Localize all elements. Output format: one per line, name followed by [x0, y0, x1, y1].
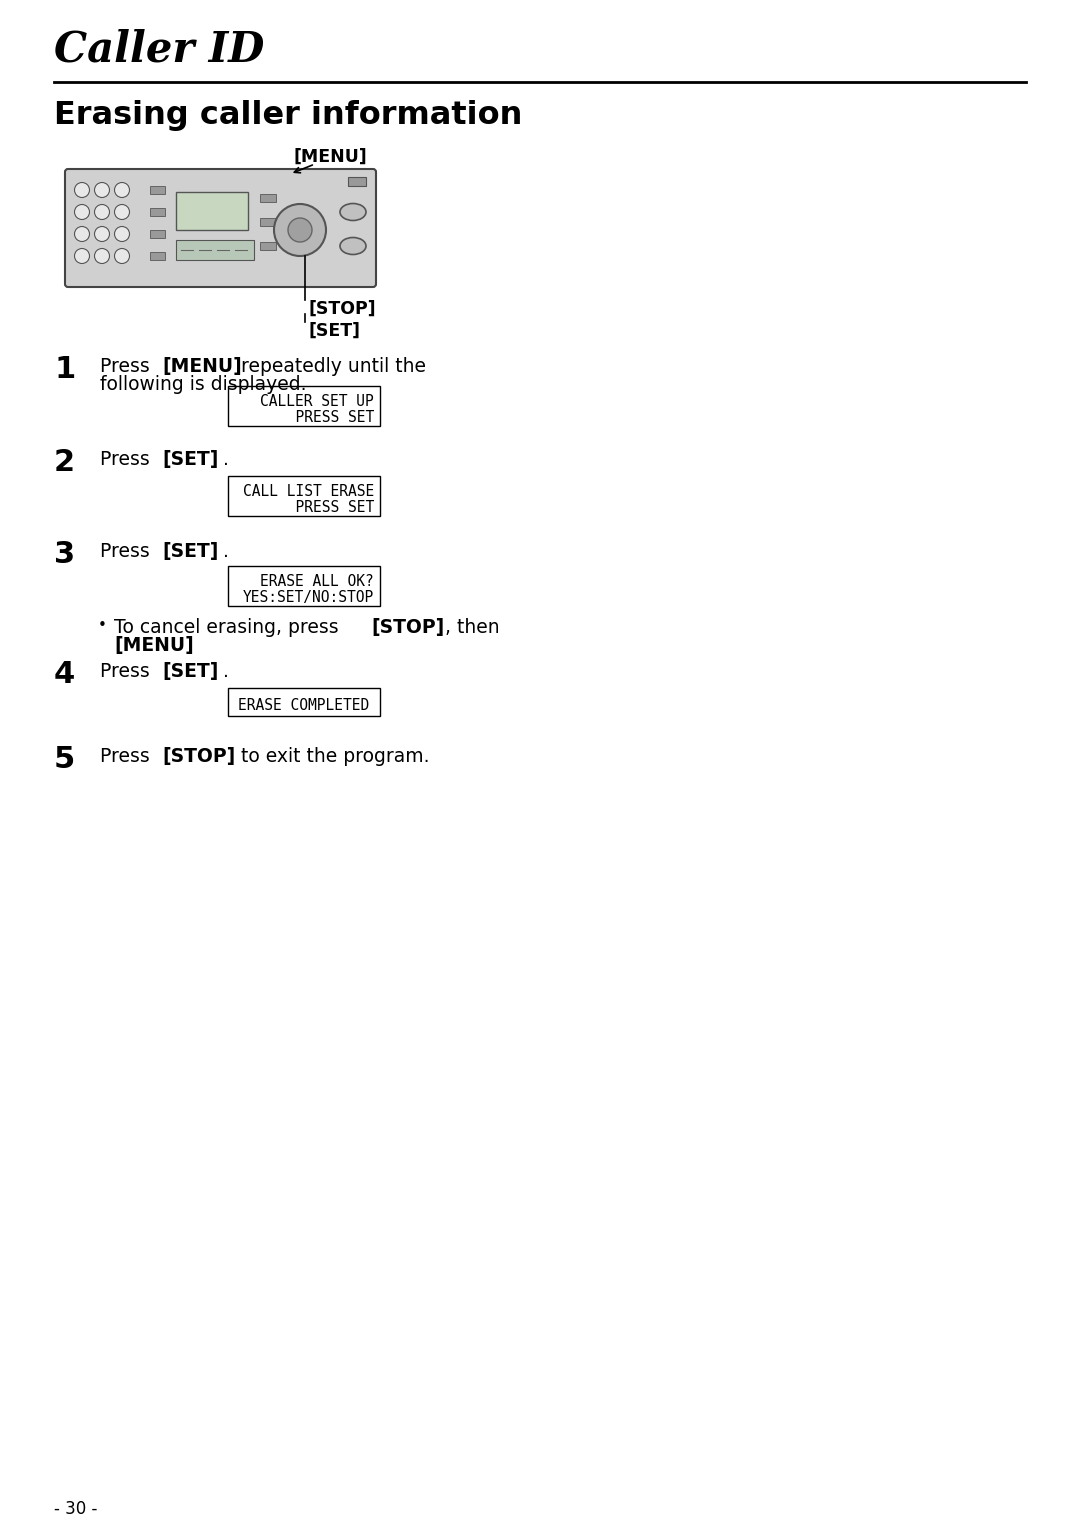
Circle shape: [95, 249, 109, 264]
Text: .: .: [187, 636, 193, 655]
Circle shape: [95, 183, 109, 197]
Bar: [260, 243, 276, 250]
Ellipse shape: [340, 238, 366, 255]
Bar: [228, 688, 380, 716]
Bar: [150, 252, 165, 259]
Text: Caller ID: Caller ID: [54, 27, 265, 70]
Text: Erasing caller information: Erasing caller information: [54, 101, 523, 131]
Text: Press: Press: [100, 748, 156, 766]
Text: 2: 2: [54, 449, 76, 478]
Text: 3: 3: [54, 540, 76, 569]
Text: To cancel erasing, press: To cancel erasing, press: [114, 618, 345, 636]
Circle shape: [114, 249, 130, 264]
Circle shape: [75, 249, 90, 264]
Text: [SET]: [SET]: [309, 322, 361, 340]
Text: 5: 5: [54, 745, 76, 774]
Text: [STOP]: [STOP]: [309, 301, 377, 317]
Text: Press: Press: [100, 450, 156, 468]
Text: 4: 4: [54, 661, 76, 690]
Text: Press: Press: [100, 662, 156, 681]
Text: [MENU]: [MENU]: [293, 148, 367, 166]
Text: [STOP]: [STOP]: [162, 748, 235, 766]
Text: [SET]: [SET]: [162, 542, 218, 562]
Ellipse shape: [340, 203, 366, 220]
Text: [MENU]: [MENU]: [162, 357, 242, 375]
Bar: [228, 566, 380, 606]
Text: Press: Press: [100, 357, 156, 375]
Bar: [228, 476, 380, 516]
Bar: [150, 186, 165, 194]
Text: [SET]: [SET]: [162, 662, 218, 681]
Bar: [176, 192, 248, 230]
Bar: [228, 386, 380, 426]
Circle shape: [75, 226, 90, 241]
Text: PRESS SET: PRESS SET: [243, 410, 374, 426]
Text: [SET]: [SET]: [162, 450, 218, 468]
Bar: [150, 208, 165, 217]
Text: .: .: [222, 662, 229, 681]
Text: - 30 -: - 30 -: [54, 1500, 97, 1518]
Text: .: .: [222, 542, 229, 562]
Bar: [150, 230, 165, 238]
FancyBboxPatch shape: [65, 169, 376, 287]
Bar: [260, 194, 276, 201]
Text: [MENU]: [MENU]: [114, 636, 193, 655]
Text: YES:SET/NO:STOP: YES:SET/NO:STOP: [243, 591, 374, 604]
Text: •: •: [98, 618, 107, 633]
Circle shape: [288, 218, 312, 243]
Text: to exit the program.: to exit the program.: [235, 748, 430, 766]
Text: , then: , then: [445, 618, 500, 636]
Text: .: .: [222, 450, 229, 468]
Text: [STOP]: [STOP]: [372, 618, 445, 636]
Text: ERASE COMPLETED: ERASE COMPLETED: [239, 697, 369, 713]
Circle shape: [75, 204, 90, 220]
Circle shape: [114, 183, 130, 197]
Text: CALLER SET UP: CALLER SET UP: [260, 394, 374, 409]
Bar: [260, 218, 276, 226]
Circle shape: [75, 183, 90, 197]
Text: PRESS SET: PRESS SET: [243, 501, 374, 514]
Text: 1: 1: [54, 356, 76, 385]
Text: ERASE ALL OK?: ERASE ALL OK?: [260, 574, 374, 589]
Text: repeatedly until the: repeatedly until the: [235, 357, 426, 375]
Circle shape: [95, 204, 109, 220]
Text: Press: Press: [100, 542, 156, 562]
Bar: [348, 177, 366, 186]
Text: following is displayed.: following is displayed.: [100, 375, 307, 394]
Circle shape: [114, 204, 130, 220]
Text: CALL LIST ERASE: CALL LIST ERASE: [243, 484, 374, 499]
Bar: [176, 240, 254, 259]
Circle shape: [114, 226, 130, 241]
Circle shape: [274, 204, 326, 256]
Circle shape: [95, 226, 109, 241]
